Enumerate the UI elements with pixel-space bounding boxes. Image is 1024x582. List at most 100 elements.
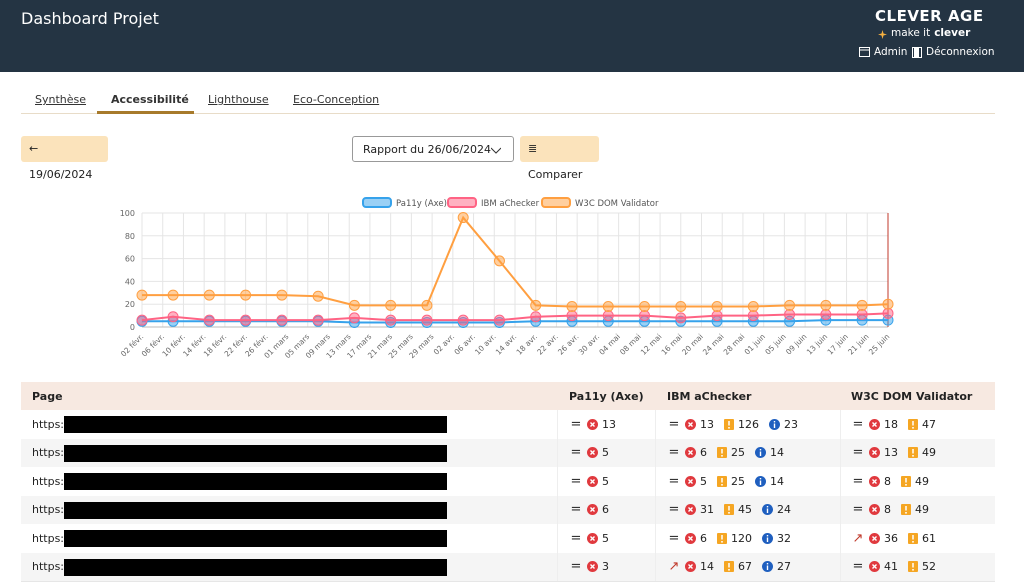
errors-icon <box>587 475 598 487</box>
warnings-count: 52 <box>922 560 936 574</box>
notices-svg <box>755 447 766 459</box>
compare-button[interactable]: ≣ Comparer <box>520 136 599 181</box>
data-point <box>675 312 687 324</box>
column-divider <box>557 524 558 553</box>
column-divider <box>557 495 558 524</box>
tabs-line <box>21 113 995 114</box>
errors-svg <box>587 475 598 487</box>
data-point <box>882 298 894 310</box>
errors-count: 6 <box>700 446 707 460</box>
errors-count: 5 <box>602 446 609 460</box>
notices-icon <box>769 418 780 430</box>
notices-count: 24 <box>777 503 791 517</box>
data-point <box>312 314 324 326</box>
warnings-svg <box>717 475 727 487</box>
trend: = <box>852 559 864 575</box>
data-point <box>385 314 397 326</box>
notices-icon <box>762 561 773 573</box>
errors-icon <box>685 561 696 573</box>
logout-link[interactable]: Déconnexion <box>912 46 995 58</box>
tab-active[interactable]: Accessibilité <box>111 93 189 106</box>
data-point <box>385 299 397 311</box>
data-point <box>784 299 796 311</box>
errors-svg <box>587 532 598 544</box>
errors-count: 13 <box>700 417 714 431</box>
admin-link[interactable]: Admin <box>859 46 907 58</box>
column-divider <box>557 552 558 581</box>
errors-icon <box>869 418 880 430</box>
tagline: make it clever <box>878 27 970 41</box>
table-row: https://v = 6 = 31 45 24 = 8 49 <box>21 495 995 525</box>
trend: = <box>852 416 864 432</box>
data-point <box>312 290 324 302</box>
data-point <box>711 300 723 312</box>
x-tick-label: 28 mai <box>722 332 747 357</box>
y-tick-label: 40 <box>125 277 135 286</box>
errors-icon <box>587 532 598 544</box>
errors-svg <box>869 447 880 459</box>
errors-count: 13 <box>884 446 898 460</box>
data-point <box>421 299 433 311</box>
errors-count: 13 <box>602 417 616 431</box>
x-tick-label: 14 avr. <box>494 332 519 357</box>
x-tick-label: 12 mai <box>639 332 664 357</box>
tab[interactable]: Lighthouse <box>208 93 269 106</box>
data-point <box>167 289 179 301</box>
pa11y-cell: = 13 <box>569 410 622 439</box>
page-title: Dashboard Projet <box>21 9 159 28</box>
errors-svg <box>869 418 880 430</box>
y-tick-label: 60 <box>125 255 135 264</box>
data-point <box>136 289 148 301</box>
legend-label: IBM aChecker <box>481 199 540 209</box>
notices-svg <box>762 504 773 516</box>
data-point <box>639 310 651 322</box>
tab[interactable]: Eco-Conception <box>293 93 380 106</box>
previous-button[interactable]: ← 19/06/2024 <box>21 136 108 181</box>
data-point <box>276 289 288 301</box>
data-point <box>530 311 542 323</box>
x-tick-label: 10 avr. <box>473 332 498 357</box>
ibm-cell: = 13 126 23 <box>667 410 804 439</box>
table-row: https://v = 5 = 5 25 14 = 8 49 <box>21 467 995 497</box>
column-header: IBM aChecker <box>667 389 752 403</box>
ibm-cell: = 6 120 32 <box>667 524 797 553</box>
header: Dashboard Projet CLEVER AGE make it cleve… <box>0 0 1024 72</box>
column-divider <box>557 410 558 439</box>
table-row: https://v = 5 = 6 25 14 = 13 49 <box>21 438 995 468</box>
report-select[interactable]: Rapport du 26/06/2024 <box>352 136 514 162</box>
brand: CLEVER AGE <box>875 7 984 25</box>
trend: = <box>852 473 864 489</box>
column-header: W3C DOM Validator <box>851 389 973 403</box>
errors-svg <box>587 447 598 459</box>
errors-icon <box>869 447 880 459</box>
errors-icon <box>587 447 598 459</box>
trend: ↗ <box>668 559 680 575</box>
column-divider <box>557 467 558 496</box>
errors-svg <box>685 475 696 487</box>
table-row: https://v = 3 ↗ 14 67 27 = 41 52 <box>21 552 995 582</box>
w3c-cell: ↗ 36 61 <box>851 524 942 553</box>
warnings-svg <box>717 532 727 544</box>
errors-icon <box>869 475 880 487</box>
notices-icon <box>762 504 773 516</box>
logout-icon <box>912 46 922 58</box>
redaction <box>64 558 447 576</box>
trend: = <box>570 473 582 489</box>
notices-icon <box>755 447 766 459</box>
errors-svg <box>869 475 880 487</box>
tab[interactable]: Synthèse <box>35 93 87 106</box>
w3c-cell: = 41 52 <box>851 553 942 582</box>
pa11y-cell: = 5 <box>569 524 615 553</box>
pa11y-cell: = 5 <box>569 439 615 468</box>
legend-swatch <box>447 197 477 208</box>
x-tick-label: 25 juin <box>867 332 892 357</box>
trend: = <box>668 416 680 432</box>
warnings-svg <box>901 475 911 487</box>
x-tick-label: 09 juin <box>784 332 809 357</box>
column-divider <box>840 495 841 524</box>
w3c-cell: = 8 49 <box>851 467 935 496</box>
warnings-icon <box>724 504 734 516</box>
warnings-count: 47 <box>922 417 936 431</box>
